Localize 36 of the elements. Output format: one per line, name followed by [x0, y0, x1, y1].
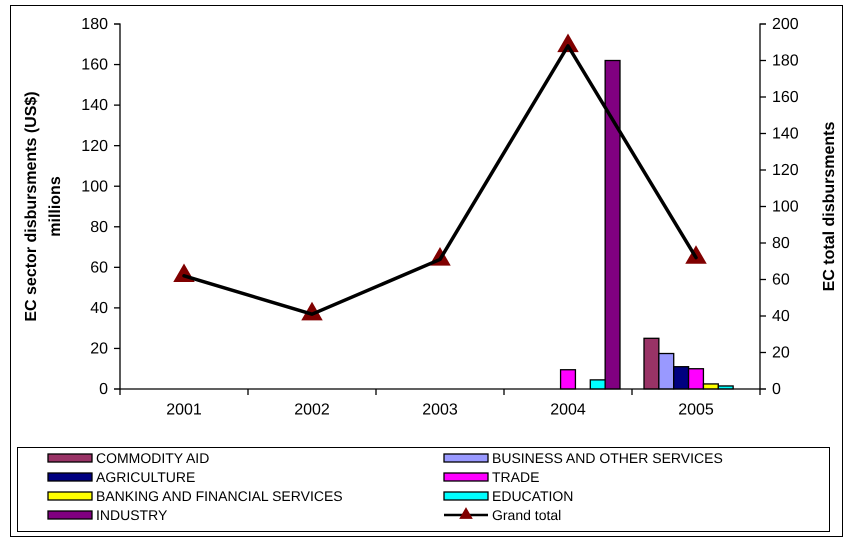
y2-tick-label: 40: [772, 308, 790, 326]
y2-tick-label: 0: [772, 381, 781, 398]
y-tick-label: 100: [81, 178, 108, 196]
legend-label: TRADE: [492, 469, 540, 485]
y-tick-label: 0: [99, 381, 108, 398]
x-tick-label: 2004: [550, 401, 586, 418]
x-tick-label: 2005: [678, 401, 714, 418]
legend-label: INDUSTRY: [96, 507, 168, 523]
y-tick-label: 60: [90, 259, 108, 276]
y2-tick-label: 200: [772, 16, 799, 34]
y2-tick-label: 80: [772, 235, 790, 252]
y-tick-label: 140: [81, 97, 108, 114]
y2-axis-title: EC total disbursments: [821, 122, 838, 292]
legend-label: AGRICULTURE: [96, 469, 196, 485]
y2-tick-label: 60: [772, 272, 790, 289]
y-tick-label: 160: [81, 56, 108, 74]
y-axis-title: EC sector disbursments (US$) millions: [23, 91, 64, 322]
x-tick-label: 2001: [166, 401, 202, 418]
y2-tick-label: 140: [772, 126, 799, 143]
legend-label: EDUCATION: [492, 488, 574, 504]
legend-label: Grand total: [492, 507, 562, 523]
legend-label: BANKING AND FINANCIAL SERVICES: [96, 488, 343, 504]
y2-tick-label: 20: [772, 344, 790, 362]
x-tick-label: 2003: [422, 401, 458, 418]
legend-label: COMMODITY AID: [96, 450, 210, 466]
y-tick-label: 120: [81, 138, 108, 155]
y-tick-label: 40: [90, 300, 108, 318]
y-tick-label: 180: [81, 16, 108, 34]
y2-tick-label: 100: [772, 198, 799, 216]
y-tick-label: 20: [90, 340, 108, 358]
y2-tick-label: 180: [772, 52, 799, 70]
legend-label: BUSINESS AND OTHER SERVICES: [492, 450, 723, 466]
x-tick-label: 2002: [294, 401, 330, 418]
y2-tick-label: 120: [772, 162, 799, 180]
y-tick-label: 80: [90, 218, 108, 236]
y2-tick-label: 160: [772, 89, 799, 106]
